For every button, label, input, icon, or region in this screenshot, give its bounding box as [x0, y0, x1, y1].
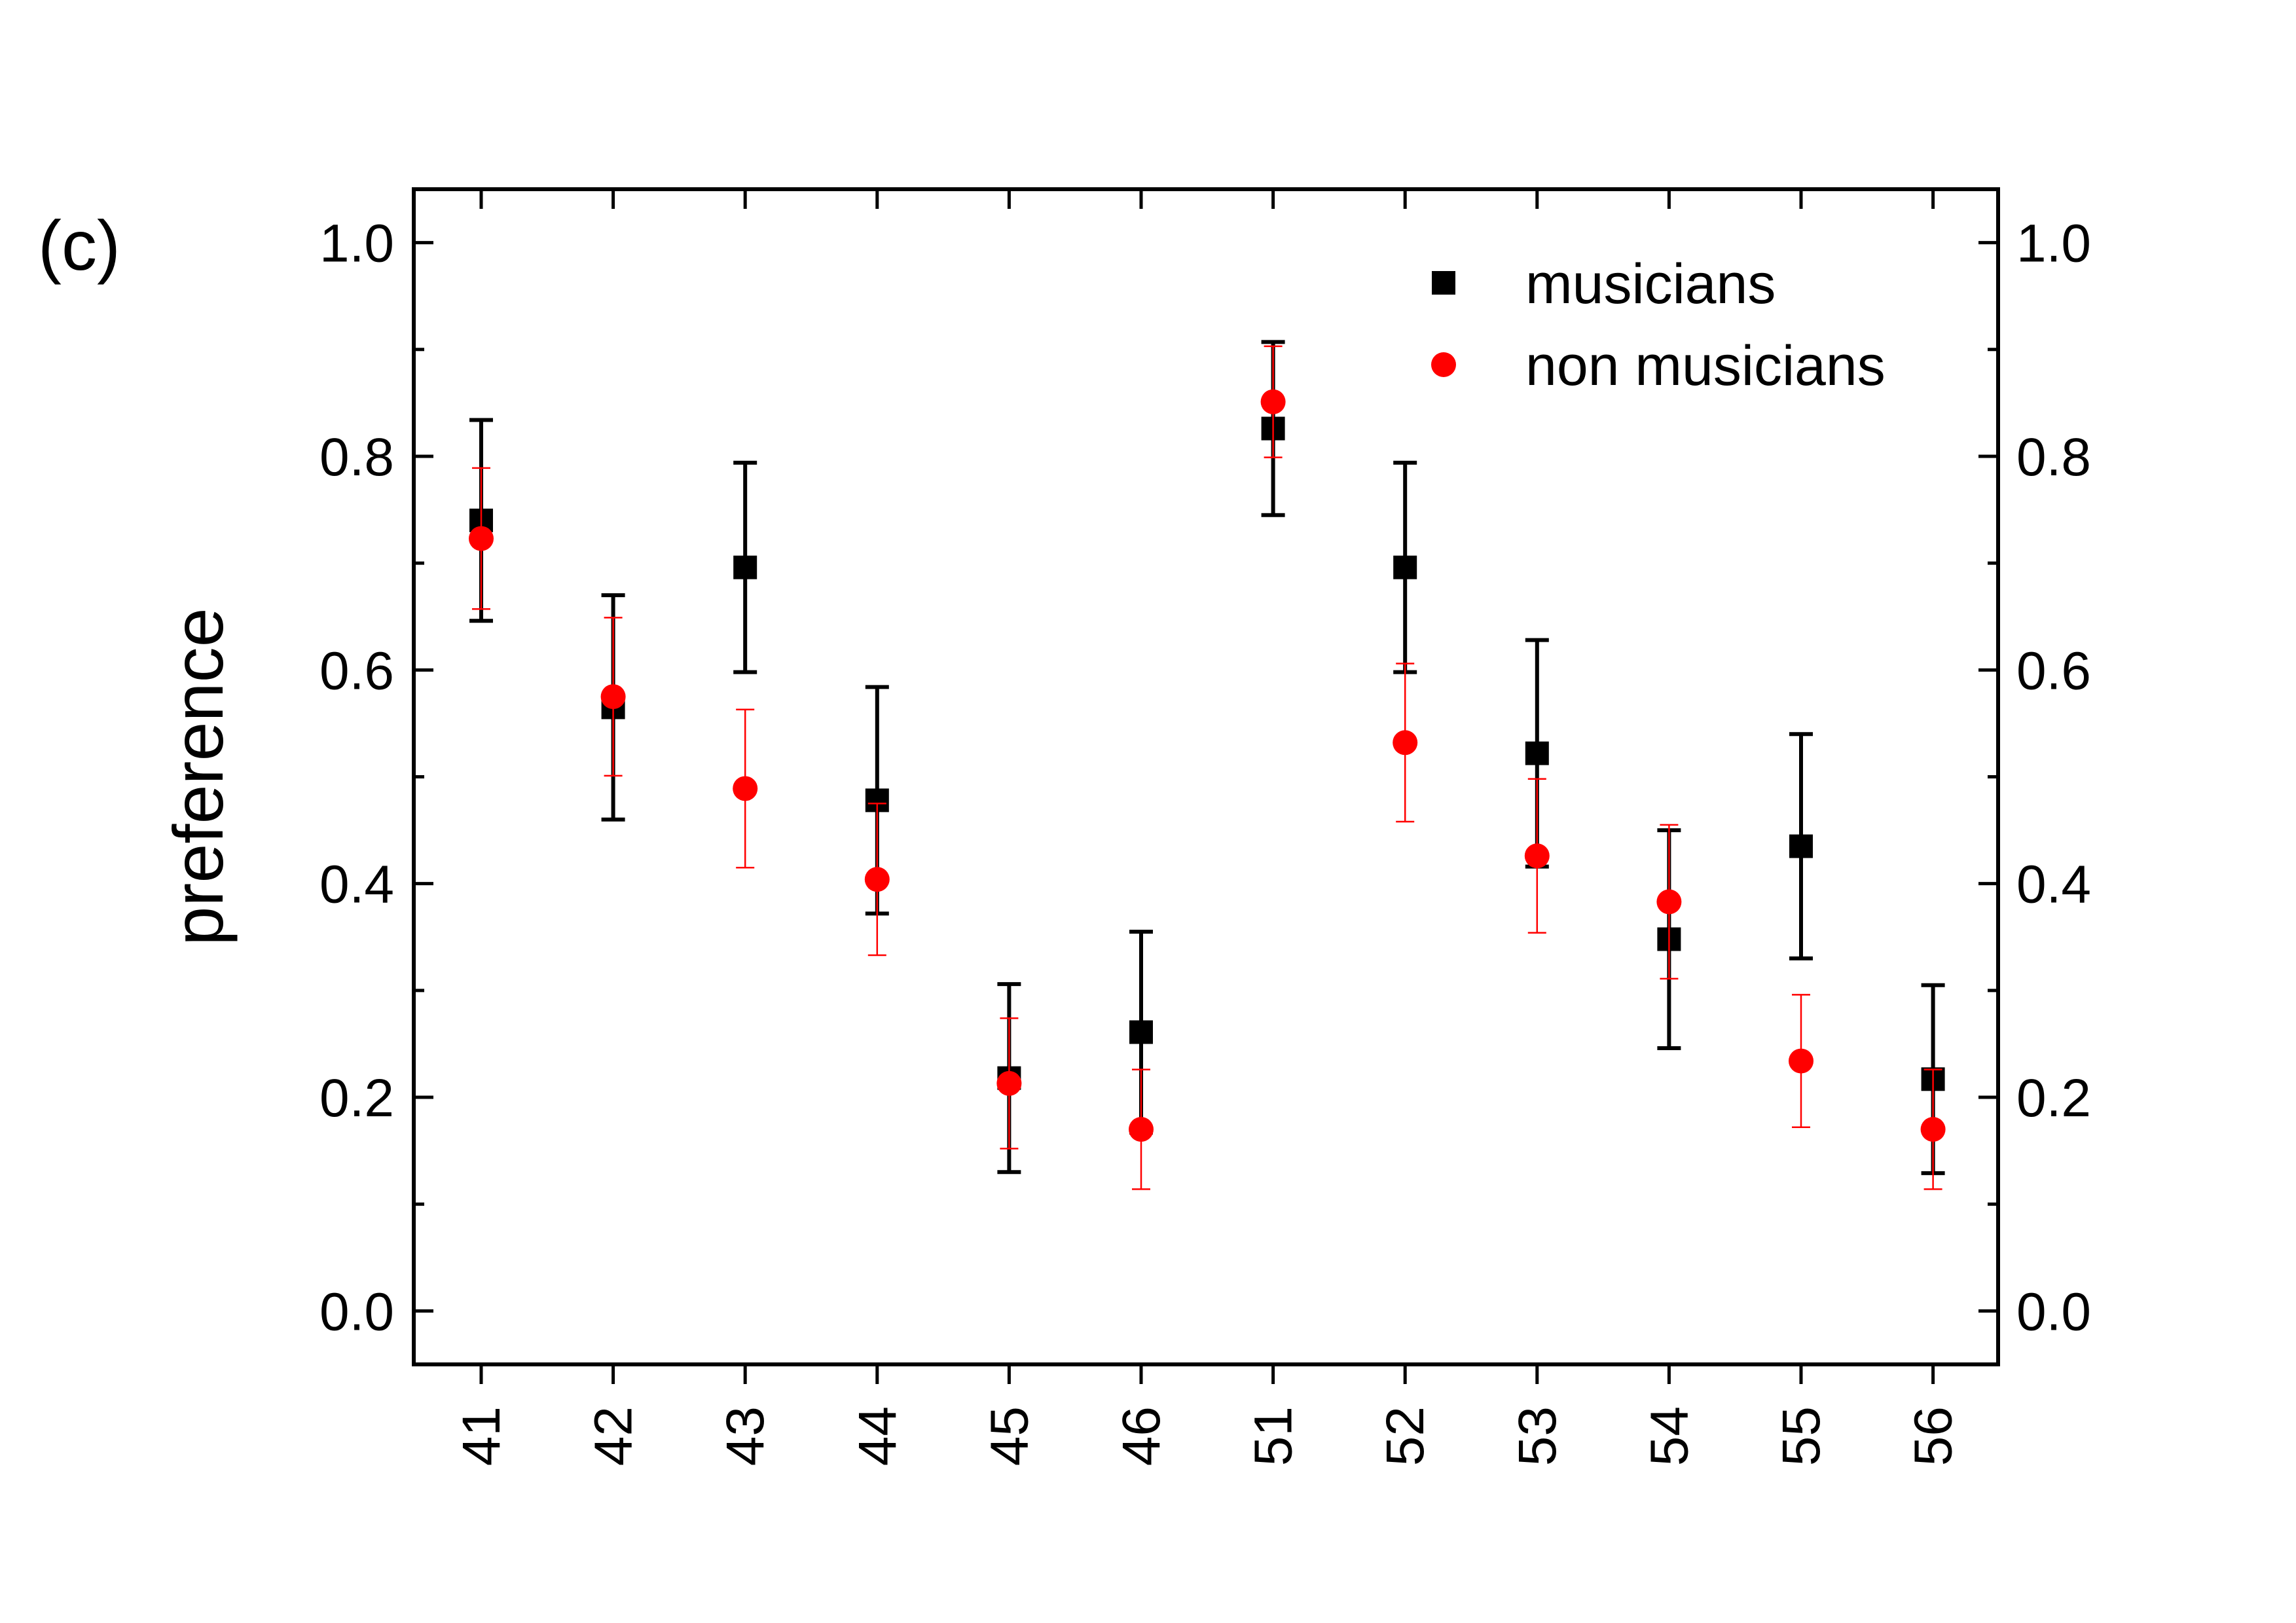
data-point — [996, 1070, 1022, 1096]
x-tick-label: 45 — [979, 1406, 1039, 1466]
data-point — [1524, 843, 1550, 869]
series-non-musicians — [469, 345, 1946, 1190]
y-tick-label-left: 0.4 — [319, 855, 394, 915]
x-tick-label: 46 — [1112, 1406, 1171, 1466]
data-point — [1525, 741, 1549, 765]
right-axis: 0.0 0.2 0.4 0.6 0.8 1.0 — [1978, 214, 2091, 1341]
x-tick-label: 41 — [452, 1406, 511, 1466]
y-tick-label-left: 0.2 — [319, 1068, 394, 1128]
y-tick-label-right: 1.0 — [2016, 214, 2091, 274]
y-tick-label-right: 0.4 — [2016, 855, 2091, 915]
data-point — [733, 555, 757, 579]
panel-label: (c) — [38, 206, 120, 285]
x-tick-label: 43 — [716, 1406, 775, 1466]
series-musicians — [469, 340, 1945, 1175]
data-point — [1260, 389, 1286, 414]
left-axis: 0.0 0.2 0.4 0.6 0.8 1.0 — [319, 214, 433, 1341]
x-tick-label: 55 — [1772, 1406, 1831, 1466]
data-point — [1129, 1020, 1153, 1044]
y-tick-label-right: 0.6 — [2016, 641, 2091, 701]
data-point — [1789, 1048, 1813, 1074]
x-axis: 41 42 43 44 45 46 51 52 53 54 55 56 — [452, 189, 1963, 1466]
x-tick-label: 53 — [1508, 1406, 1567, 1466]
y-tick-label-left: 0.6 — [319, 641, 394, 701]
legend-marker — [1432, 271, 1455, 295]
x-tick-label: 56 — [1904, 1406, 1963, 1466]
y-tick-label-right: 0.8 — [2016, 428, 2091, 487]
data-point — [733, 776, 758, 801]
data-point — [600, 684, 626, 710]
y-axis-title: preference — [158, 608, 238, 945]
data-point — [1393, 730, 1418, 756]
legend: musicians non musicians — [1431, 253, 1886, 397]
legend-label: non musicians — [1525, 335, 1886, 397]
data-point — [469, 526, 494, 551]
y-tick-label-right: 0.2 — [2016, 1068, 2091, 1128]
y-tick-label-left: 0.8 — [319, 428, 394, 487]
data-point — [864, 867, 890, 892]
legend-label: musicians — [1525, 253, 1776, 316]
y-tick-label-left: 0.0 — [319, 1282, 394, 1341]
y-tick-label-right: 0.0 — [2016, 1282, 2091, 1341]
data-point — [1129, 1117, 1154, 1142]
legend-marker — [1431, 352, 1456, 377]
data-point — [1656, 889, 1682, 915]
data-point — [1789, 834, 1813, 858]
x-tick-label: 44 — [848, 1406, 907, 1466]
data-point — [1920, 1117, 1946, 1142]
x-tick-label: 54 — [1639, 1406, 1699, 1466]
series-layer — [469, 340, 1946, 1190]
y-tick-label-left: 1.0 — [319, 214, 394, 274]
x-tick-label: 51 — [1244, 1406, 1303, 1466]
x-tick-label: 52 — [1376, 1406, 1435, 1466]
data-point — [1393, 555, 1417, 579]
x-tick-label: 42 — [584, 1406, 644, 1466]
